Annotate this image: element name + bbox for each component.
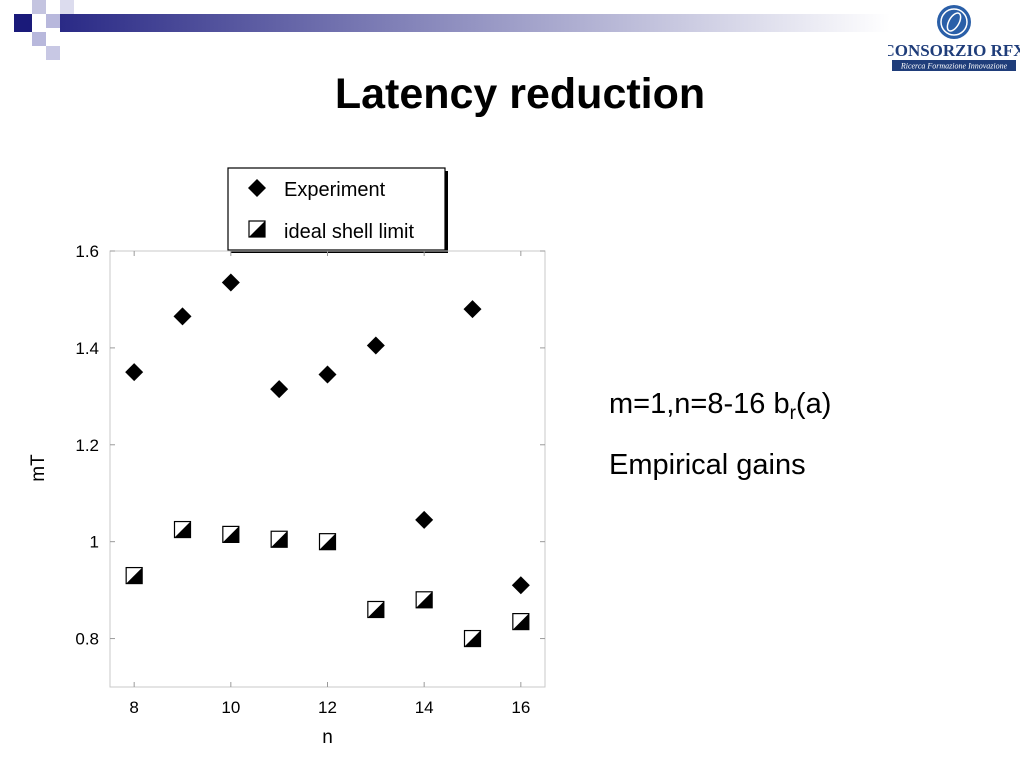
logo-emblem-icon	[937, 5, 971, 39]
y-axis-label: mT	[28, 454, 49, 482]
header-square-light	[60, 0, 74, 14]
x-tick-label: 14	[415, 698, 434, 717]
annotation-empirical-gains: Empirical gains	[609, 449, 806, 481]
experiment-data-point	[415, 510, 434, 529]
logo-name: CONSORZIO RFX	[888, 41, 1020, 60]
experiment-data-point	[318, 365, 337, 384]
annotation-mode-text: m=1,n=8-16 b	[609, 388, 790, 420]
experiment-data-point	[173, 307, 192, 326]
legend-label-ideal-shell-limit: ideal shell limit	[284, 221, 414, 243]
y-tick-label: 1.6	[75, 242, 99, 261]
y-tick-labels: 0.8 1 1.2 1.4 1.6	[75, 242, 99, 649]
slide-title: Latency reduction	[334, 70, 706, 118]
series-experiment	[125, 273, 530, 595]
chart-legend: Experiment ideal shell limit	[227, 167, 448, 253]
x-tick-label: 10	[221, 698, 240, 717]
header-decoration	[14, 0, 890, 60]
ideal-shell-limit-data-point	[463, 629, 482, 648]
x-axis-label: n	[322, 727, 333, 748]
header-square-light	[32, 32, 46, 46]
y-tick-label: 1.4	[75, 339, 99, 358]
header-square-light	[46, 46, 60, 60]
header-square-light	[46, 14, 60, 28]
experiment-data-point	[270, 380, 289, 399]
experiment-data-point	[463, 300, 482, 319]
header-square-light	[32, 0, 46, 14]
consorzio-rfx-logo: CONSORZIO RFX Ricerca Formazione Innovaz…	[882, 2, 1024, 72]
annotation-subscript: r	[789, 403, 796, 424]
legend-half-square-marker	[248, 220, 266, 238]
scatter-chart: Experiment ideal shell limit 0.8 1 1.2 1.4 1…	[28, 167, 546, 748]
annotation-mode-suffix: (a)	[795, 388, 832, 420]
header-square-dark	[14, 14, 32, 32]
annotation-mode-numbers: m=1,n=8-16 br(a)	[609, 387, 831, 431]
x-tick-label: 16	[511, 698, 530, 717]
x-tick-label: 12	[318, 698, 337, 717]
logo-tagline: Ricerca Formazione Innovazione	[900, 62, 1008, 71]
ideal-shell-limit-data-point	[367, 600, 385, 619]
experiment-data-point	[125, 363, 144, 382]
series-ideal-shell-limit	[125, 520, 530, 648]
experiment-data-point	[366, 336, 385, 355]
ideal-shell-limit-data-point	[125, 566, 143, 585]
header-gradient-bar	[60, 14, 890, 32]
experiment-data-point	[511, 576, 530, 595]
legend-diamond-marker	[248, 179, 266, 197]
x-tick-labels: 8 10 12 14 16	[129, 698, 530, 717]
ideal-shell-limit-data-point	[318, 533, 337, 551]
y-tick-label: 0.8	[75, 630, 99, 649]
ideal-shell-limit-data-point	[173, 520, 192, 539]
y-tick-label: 1.2	[75, 436, 99, 455]
ideal-shell-limit-data-point	[415, 591, 433, 609]
axis-ticks	[110, 250, 545, 687]
y-tick-label: 1	[90, 533, 99, 552]
x-tick-label: 8	[129, 698, 138, 717]
legend-label-experiment: Experiment	[284, 179, 386, 201]
ideal-shell-limit-data-point	[270, 530, 288, 548]
ideal-shell-limit-data-point	[222, 525, 240, 543]
ideal-shell-limit-data-point	[512, 613, 530, 631]
experiment-data-point	[221, 273, 240, 292]
